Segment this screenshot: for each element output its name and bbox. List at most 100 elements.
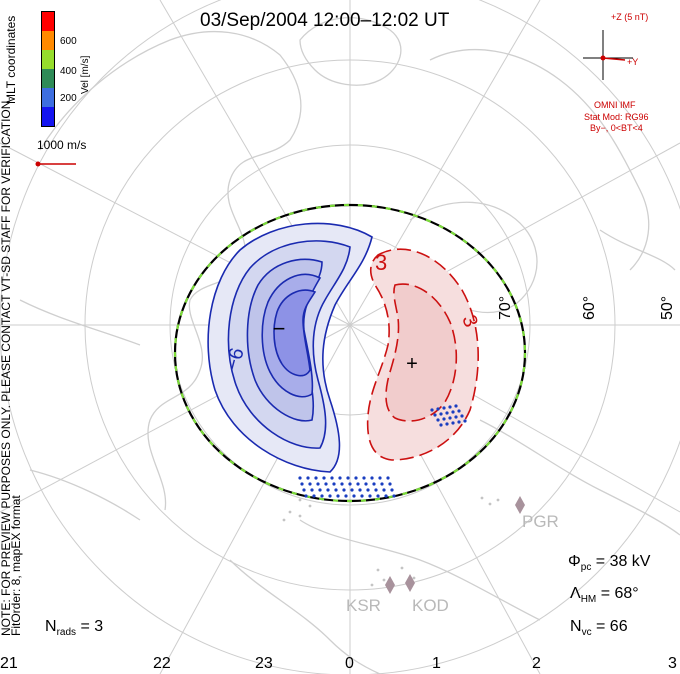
vector-dot	[340, 482, 344, 486]
lambda-value: = 68°	[596, 585, 639, 602]
nvc-value: = 66	[591, 618, 628, 635]
vector-dot	[312, 494, 316, 498]
vector-dot	[376, 494, 380, 498]
vector-dot	[374, 488, 378, 492]
vector-dot	[298, 476, 302, 480]
imf-source: OMNI IMF	[594, 100, 636, 110]
vector-dot	[380, 482, 384, 486]
mlt-tick-22: 22	[153, 655, 171, 672]
vector-dot	[442, 417, 446, 421]
vector-dot	[300, 482, 304, 486]
vector-dot	[308, 482, 312, 486]
imf-conditions: By−, 0<BT<4	[590, 123, 643, 133]
fov-dot	[298, 498, 302, 502]
negative-potential-cell	[207, 222, 373, 473]
vector-dot	[392, 494, 396, 498]
vector-dot	[372, 482, 376, 486]
negative-cell-marker: −	[273, 316, 286, 341]
mlt-tick-2: 2	[532, 655, 541, 672]
fit-order-label: FitOrder: 8, mapEX format	[9, 495, 23, 636]
vector-dot	[433, 413, 437, 417]
vector-dot	[436, 418, 440, 422]
vector-dot	[310, 488, 314, 492]
vector-dot	[324, 482, 328, 486]
vector-dot	[364, 482, 368, 486]
station-kod: KOD	[412, 596, 449, 615]
vector-dot	[318, 488, 322, 492]
fov-dot	[298, 514, 302, 518]
vector-dot	[430, 408, 434, 412]
imf-y-label: +Y	[627, 57, 639, 67]
mlt-tick-21: 21	[0, 655, 18, 672]
radar-count: Nrads = 3	[45, 618, 103, 638]
stat-model: Stat Mod: RG96	[584, 112, 649, 122]
vector-dot	[460, 414, 464, 418]
contour-label-pos1: 3	[375, 250, 387, 275]
vector-dot	[386, 476, 390, 480]
vector-dot	[451, 421, 455, 425]
map-title: 03/Sep/2004 12:00–12:02 UT	[200, 10, 450, 31]
colorbar-segment	[41, 107, 55, 126]
vector-dot	[445, 411, 449, 415]
mlt-tick-3: 3	[668, 655, 677, 672]
velocity-vectors	[298, 404, 467, 498]
vector-dot	[378, 476, 382, 480]
vector-dot	[436, 407, 440, 411]
phi-subscript: pc	[580, 562, 592, 574]
station-ksr: KSR	[346, 596, 381, 615]
positive-cell-marker: +	[406, 353, 418, 375]
imf-crosshair	[583, 30, 633, 80]
vector-dot	[346, 476, 350, 480]
vector-dot	[448, 405, 452, 409]
vector-dot	[354, 476, 358, 480]
fov-dots	[282, 496, 500, 587]
vector-dot	[384, 494, 388, 498]
fov-dot	[496, 498, 500, 502]
vector-dot	[342, 488, 346, 492]
fov-dot	[282, 518, 286, 522]
vector-dot	[390, 488, 394, 492]
imf-z-label: +Z (5 nT)	[611, 12, 649, 22]
fov-dot	[288, 510, 292, 514]
vector-dot	[448, 416, 452, 420]
vector-dot	[336, 494, 340, 498]
vector-dot	[356, 482, 360, 486]
lat-label-60: 60°	[581, 296, 598, 320]
phi-symbol: Φ	[568, 553, 581, 570]
vector-dot	[360, 494, 364, 498]
vector-dot	[445, 422, 449, 426]
vector-dot	[388, 482, 392, 486]
vector-dot	[314, 476, 318, 480]
station-pgr: PGR	[522, 512, 559, 531]
colorbar-tick-400: 400	[60, 66, 77, 77]
coordinate-system-label: MLT coordinates	[4, 15, 18, 104]
vector-dot	[304, 494, 308, 498]
vector-dot	[370, 476, 374, 480]
colorbar-segment	[41, 12, 55, 31]
hm-latitude: ΛHM = 68°	[570, 585, 639, 605]
lambda-symbol: Λ	[570, 585, 581, 602]
vector-dot	[439, 423, 443, 427]
fov-dot	[488, 502, 492, 506]
vector-dot	[332, 482, 336, 486]
vector-dot	[348, 482, 352, 486]
vector-dot	[454, 415, 458, 419]
vector-dot	[330, 476, 334, 480]
vector-dot	[344, 494, 348, 498]
vector-dot	[366, 488, 370, 492]
lat-label-50: 50°	[659, 296, 676, 320]
colorbar-segment	[41, 88, 55, 107]
fov-dot	[412, 576, 416, 580]
colorbar-label: Vel [m/s]	[80, 55, 91, 94]
vector-dot	[451, 410, 455, 414]
vector-dot	[439, 412, 443, 416]
station-markers	[385, 496, 525, 594]
nvc-symbol: N	[570, 618, 582, 635]
vector-dot	[302, 488, 306, 492]
vector-dot	[322, 476, 326, 480]
vector-dot	[316, 482, 320, 486]
hm-boundary	[173, 203, 527, 503]
mlt-tick-23: 23	[255, 655, 273, 672]
colorbar-tick-600: 600	[60, 36, 77, 47]
